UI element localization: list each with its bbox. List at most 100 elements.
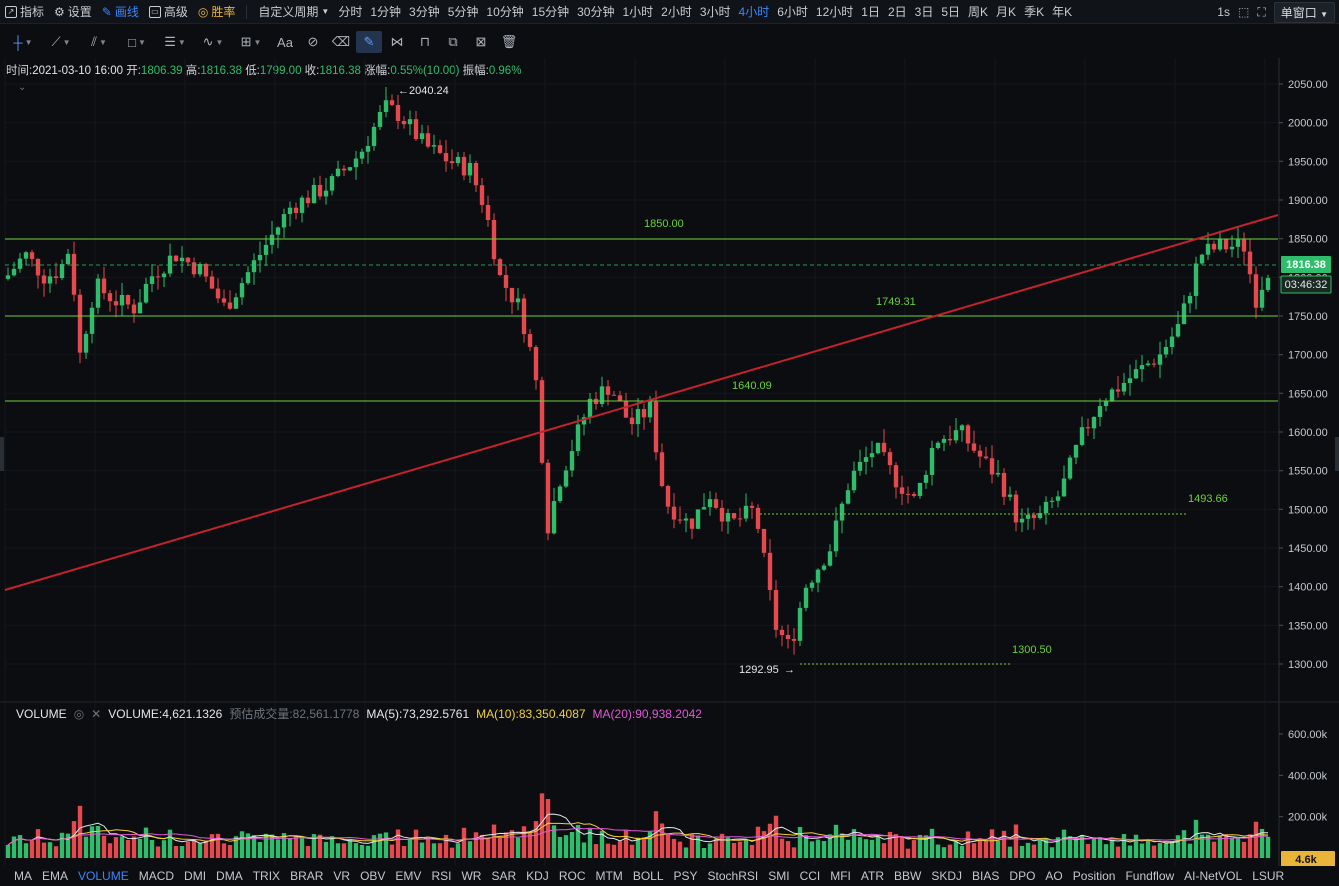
indicator-tab[interactable]: DMA [216, 869, 243, 883]
period-option[interactable]: 10分钟 [486, 5, 524, 19]
candle-body [269, 234, 275, 245]
indicator-tab[interactable]: SKDJ [931, 869, 963, 883]
indicator-tab[interactable]: ROC [558, 869, 586, 883]
indicator-tab[interactable]: RSI [431, 869, 452, 883]
fullscreen-icon[interactable]: ⛶ [1257, 4, 1266, 19]
indicator-tab[interactable]: Fundflow [1125, 869, 1175, 883]
indicator-tab[interactable]: KDJ [526, 869, 549, 883]
measure-tool[interactable]: ⊞ ▼ [238, 31, 264, 53]
indicator-tab[interactable]: CCI [799, 869, 821, 883]
period-option[interactable]: 6小时 [777, 5, 808, 19]
period-option[interactable]: 3小时 [699, 5, 731, 19]
copy-tool[interactable]: ⧉ [440, 31, 466, 53]
indicator-tab[interactable]: BRAR [290, 869, 324, 883]
period-option[interactable]: 年K [1052, 5, 1073, 19]
indicator-tab[interactable]: MFI [830, 869, 851, 883]
eraser-tool[interactable]: ⌫ [328, 31, 354, 53]
trendline-tool[interactable]: ⟋ ▼ [48, 31, 74, 53]
indicator-tab[interactable]: WR [461, 869, 482, 883]
lock-tool[interactable]: ⊓ [412, 31, 438, 53]
period-option[interactable]: 1日 [861, 5, 880, 19]
period-option[interactable]: 5日 [941, 5, 961, 19]
indicator-tab[interactable]: OBV [360, 869, 386, 883]
period-option[interactable]: 2日 [887, 5, 907, 19]
draw-mode-tool[interactable]: ✎ [356, 31, 382, 53]
period-option[interactable]: 5分钟 [447, 5, 479, 19]
indicator-tab[interactable]: BOLL [632, 869, 664, 883]
price-chart[interactable]: 2050.002000.001950.001900.001850.001800.… [0, 0, 1339, 866]
rectangle-tool[interactable]: □ ▼ [124, 31, 150, 53]
period-option[interactable]: 1分钟 [370, 5, 402, 19]
candle-body [551, 501, 557, 534]
refresh-rate[interactable]: 1s [1217, 5, 1230, 19]
volume-bar [587, 829, 593, 858]
period-option[interactable]: 4小时 [738, 5, 770, 19]
crosshair-tool[interactable]: ┼ ▼ [10, 31, 36, 53]
indicator-tab[interactable]: MACD [138, 869, 175, 883]
collapse-chevron-icon[interactable]: ⌄ [18, 82, 26, 93]
winrate-button[interactable]: ◎ 胜率 [193, 3, 241, 20]
period-option[interactable]: 分时 [338, 5, 363, 19]
trend-line[interactable] [4, 214, 1279, 591]
indicator-tab[interactable]: VR [333, 869, 351, 883]
period-option[interactable]: 3分钟 [409, 5, 440, 19]
settings-button[interactable]: ⚙ 设置 [49, 3, 97, 20]
advanced-button[interactable]: ▭ 高级 [144, 3, 193, 20]
indicator-tab[interactable]: AO [1045, 869, 1063, 883]
indicator-tab[interactable]: LSUR [1252, 869, 1285, 883]
period-option[interactable]: 季K [1024, 5, 1045, 19]
fib-tool[interactable]: ☰ ▼ [162, 31, 188, 53]
indicator-tab[interactable]: VOLUME [78, 869, 129, 883]
volume-bar [1187, 843, 1193, 858]
volume-bar [695, 835, 701, 858]
channel-icon: ⫽ [91, 34, 97, 49]
candle-body [527, 334, 533, 347]
period-option[interactable]: 30分钟 [577, 5, 615, 19]
template-tool[interactable]: ⊠ [468, 31, 494, 53]
indicator-tab[interactable]: ATR [860, 869, 885, 883]
candle-body [173, 255, 179, 262]
indicators-button[interactable]: ↗ 指标 [0, 3, 49, 20]
candle-body [299, 197, 305, 213]
indicator-tab[interactable]: DMI [184, 869, 207, 883]
indicator-tab[interactable]: StochRSI [707, 869, 759, 883]
candle-body [995, 472, 1001, 475]
indicator-tab[interactable]: MA [14, 869, 32, 883]
period-option[interactable]: 3日 [914, 5, 934, 19]
channel-tool[interactable]: ⫽ ▼ [86, 31, 112, 53]
text-tool[interactable]: Aa [272, 31, 298, 53]
period-option[interactable]: 周K [968, 5, 989, 19]
close-icon[interactable]: ✕ [91, 706, 102, 721]
indicator-tab[interactable]: Position [1072, 869, 1116, 883]
period-option[interactable]: 月K [996, 5, 1017, 19]
draw-button[interactable]: ✎ 画线 [97, 3, 144, 20]
left-panel-handle[interactable] [0, 437, 4, 471]
period-option[interactable]: 2小时 [661, 5, 692, 19]
indicator-tab[interactable]: SMI [768, 869, 790, 883]
period-option[interactable]: 1小时 [622, 5, 654, 19]
eye-icon[interactable]: ◎ [73, 706, 85, 721]
wave-tool[interactable]: ∿ ▼ [200, 31, 226, 53]
screenshot-icon[interactable]: ⬚ [1237, 5, 1250, 19]
period-option[interactable]: 15分钟 [531, 5, 570, 19]
period-option[interactable]: 12小时 [815, 5, 854, 19]
indicator-tab[interactable]: TRIX [252, 869, 281, 883]
magnet-tool[interactable]: ⊘ [300, 31, 326, 53]
level-label-1749: 1749.31 [876, 296, 916, 308]
indicator-tab[interactable]: EMA [42, 869, 69, 883]
indicator-tab[interactable]: EMV [395, 869, 422, 883]
indicator-tab[interactable]: DPO [1009, 869, 1036, 883]
volume-bar [545, 798, 551, 858]
advanced-label: 高级 [163, 5, 188, 19]
window-mode-select[interactable]: 单窗口 ▼ [1273, 1, 1335, 23]
indicator-tab[interactable]: SAR [491, 869, 517, 883]
indicator-tab[interactable]: BBW [894, 869, 922, 883]
drawings-visibility-tool[interactable]: ⋈ [384, 31, 410, 53]
indicator-tab[interactable]: MTM [595, 869, 623, 883]
indicator-tab[interactable]: AI-NetVOL [1184, 869, 1243, 883]
indicator-tab[interactable]: PSY [673, 869, 698, 883]
delete-tool[interactable]: 🗑 [496, 31, 522, 53]
custom-period-dropdown[interactable]: 自定义周期 ▼ [253, 3, 334, 20]
right-panel-handle[interactable] [1335, 437, 1339, 471]
indicator-tab[interactable]: BIAS [972, 869, 1000, 883]
